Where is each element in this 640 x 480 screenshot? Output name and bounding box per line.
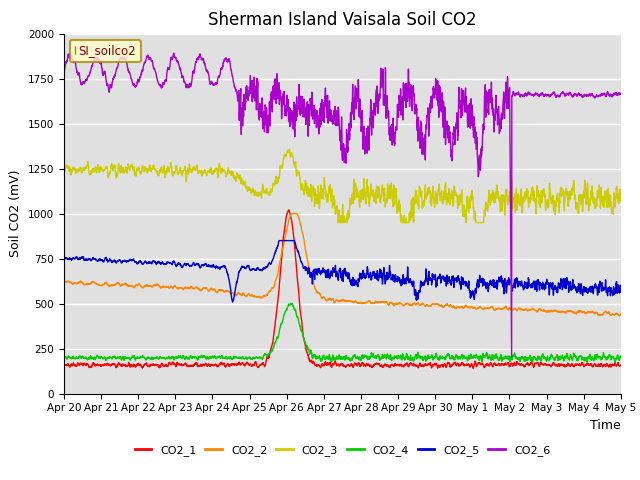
Line: CO2_2: CO2_2 — [64, 214, 621, 316]
CO2_4 — [298, 329, 306, 335]
CO2_3 — [60, 169, 68, 175]
CO2_2 — [287, 211, 295, 216]
CO2_3 — [617, 195, 625, 201]
CO2_1 — [617, 362, 625, 368]
CO2_4 — [546, 355, 554, 360]
CO2_5 — [298, 261, 306, 266]
CO2_2 — [617, 311, 625, 317]
CO2_1 — [547, 363, 554, 369]
CO2_4 — [60, 355, 68, 361]
CO2_6 — [298, 98, 306, 104]
CO2_5 — [157, 261, 164, 267]
Line: CO2_6: CO2_6 — [64, 53, 621, 358]
CO2_3 — [274, 178, 282, 183]
X-axis label: Time: Time — [590, 419, 621, 432]
CO2_6 — [617, 91, 625, 97]
CO2_3 — [124, 166, 131, 171]
CO2_3 — [285, 146, 293, 152]
CO2_6 — [508, 355, 515, 360]
CO2_4 — [606, 353, 614, 359]
CO2_2 — [616, 313, 623, 319]
CO2_4 — [617, 353, 625, 359]
CO2_2 — [298, 228, 306, 233]
CO2_1 — [469, 365, 477, 371]
CO2_5 — [60, 254, 68, 260]
CO2_5 — [606, 289, 614, 295]
CO2_5 — [228, 299, 236, 305]
CO2_1 — [157, 364, 164, 370]
CO2_2 — [157, 284, 164, 290]
CO2_1 — [124, 363, 131, 369]
CO2_4 — [274, 335, 282, 341]
CO2_6 — [157, 82, 164, 88]
Line: CO2_5: CO2_5 — [64, 240, 621, 302]
CO2_3 — [298, 183, 306, 189]
CO2_6 — [170, 50, 177, 56]
CO2_4 — [287, 300, 294, 306]
CO2_6 — [60, 72, 68, 77]
Line: CO2_3: CO2_3 — [64, 149, 621, 223]
CO2_2 — [606, 312, 614, 318]
Line: CO2_1: CO2_1 — [64, 210, 621, 368]
CO2_6 — [274, 95, 282, 100]
Line: CO2_4: CO2_4 — [64, 303, 621, 362]
CO2_1 — [606, 361, 614, 367]
CO2_2 — [546, 308, 554, 313]
CO2_5 — [274, 243, 282, 249]
CO2_3 — [606, 198, 614, 204]
Y-axis label: Soil CO2 (mV): Soil CO2 (mV) — [10, 170, 22, 257]
CO2_2 — [274, 273, 282, 278]
CO2_6 — [547, 93, 554, 99]
Title: Sherman Island Vaisala Soil CO2: Sherman Island Vaisala Soil CO2 — [208, 11, 477, 29]
CO2_1 — [60, 361, 68, 367]
CO2_6 — [606, 92, 614, 97]
Legend: CO2_1, CO2_2, CO2_3, CO2_4, CO2_5, CO2_6: CO2_1, CO2_2, CO2_3, CO2_4, CO2_5, CO2_6 — [130, 440, 555, 460]
CO2_1 — [298, 320, 306, 326]
CO2_2 — [60, 279, 68, 285]
CO2_1 — [274, 300, 282, 306]
CO2_1 — [285, 207, 292, 213]
CO2_3 — [547, 190, 554, 195]
CO2_4 — [124, 355, 131, 361]
CO2_3 — [157, 166, 164, 171]
CO2_5 — [275, 238, 283, 243]
CO2_3 — [334, 220, 342, 226]
CO2_5 — [547, 281, 554, 287]
CO2_4 — [157, 354, 164, 360]
CO2_4 — [584, 360, 591, 365]
CO2_2 — [124, 283, 131, 288]
CO2_5 — [617, 289, 625, 295]
CO2_5 — [124, 258, 131, 264]
CO2_6 — [124, 64, 131, 70]
